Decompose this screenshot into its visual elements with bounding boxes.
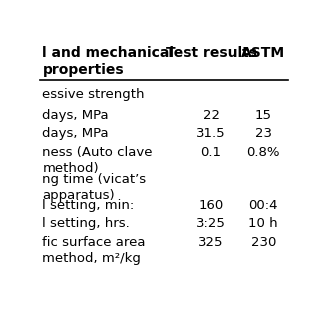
Text: 3:25: 3:25 bbox=[196, 217, 226, 230]
Text: Test results: Test results bbox=[166, 46, 257, 60]
Text: 10 h: 10 h bbox=[248, 217, 278, 230]
Text: fic surface area
method, m²/kg: fic surface area method, m²/kg bbox=[43, 236, 146, 265]
Text: 15: 15 bbox=[255, 108, 272, 122]
Text: essive strength: essive strength bbox=[43, 88, 145, 101]
Text: 0.1: 0.1 bbox=[201, 146, 222, 159]
Text: ng time (vicat’s
apparatus): ng time (vicat’s apparatus) bbox=[43, 173, 147, 202]
Text: 00:4: 00:4 bbox=[248, 198, 278, 212]
Text: l setting, hrs.: l setting, hrs. bbox=[43, 217, 130, 230]
Text: 0.8%: 0.8% bbox=[246, 146, 280, 159]
Text: 230: 230 bbox=[251, 236, 276, 249]
Text: 31.5: 31.5 bbox=[196, 127, 226, 140]
Text: ness (Auto clave
method): ness (Auto clave method) bbox=[43, 146, 153, 175]
Text: ASTM: ASTM bbox=[241, 46, 285, 60]
Text: days, MPa: days, MPa bbox=[43, 108, 109, 122]
Text: 325: 325 bbox=[198, 236, 224, 249]
Text: 160: 160 bbox=[198, 198, 224, 212]
Text: l setting, min:: l setting, min: bbox=[43, 198, 135, 212]
Text: 22: 22 bbox=[203, 108, 220, 122]
Text: days, MPa: days, MPa bbox=[43, 127, 109, 140]
Text: 23: 23 bbox=[255, 127, 272, 140]
Text: l and mechanical
properties: l and mechanical properties bbox=[43, 46, 174, 77]
